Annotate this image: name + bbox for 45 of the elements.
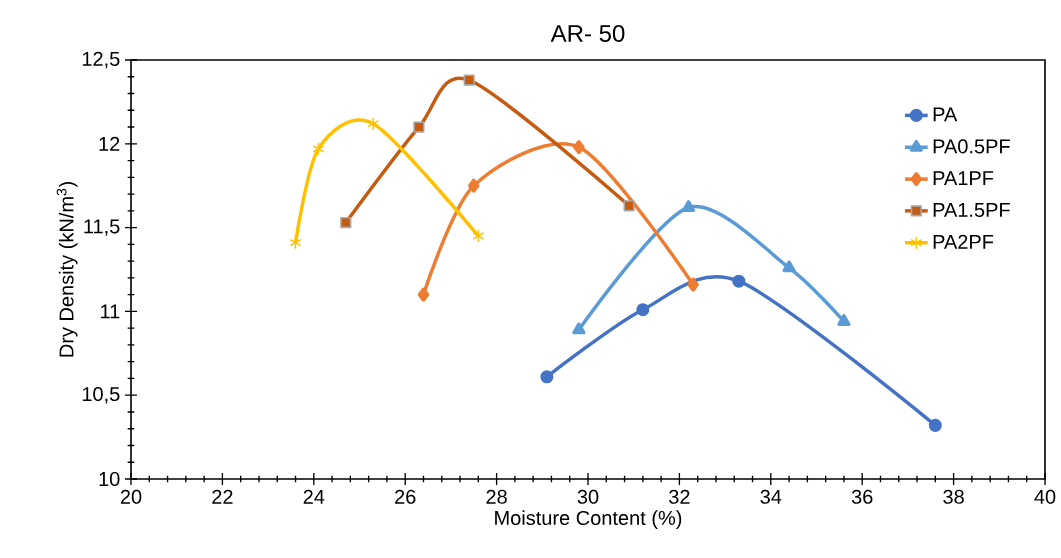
y-tick-label: 10 <box>99 471 120 487</box>
x-tick-label: 20 <box>120 489 142 504</box>
point <box>732 274 746 288</box>
point <box>417 287 430 302</box>
point <box>837 314 851 326</box>
point <box>367 116 380 131</box>
y-tick-label: 10,5 <box>82 386 120 404</box>
legend-label: PA0.5PF <box>933 139 1010 154</box>
point <box>782 260 796 273</box>
x-tick-label: 22 <box>212 489 233 504</box>
x-tick-label: 26 <box>395 489 416 504</box>
point <box>573 140 585 155</box>
point <box>540 370 554 384</box>
point <box>468 178 480 193</box>
x-tick-label: 28 <box>486 489 507 504</box>
legend-label: PA1PF <box>933 171 994 185</box>
x-tick-label: 24 <box>303 489 325 504</box>
chart-title: AR- 50 <box>550 24 625 42</box>
legend-label: PA2PF <box>933 234 994 249</box>
x-tick-label: 34 <box>760 489 782 504</box>
x-tick-label: 40 <box>1034 489 1056 504</box>
point <box>928 418 942 432</box>
y-tick-label: 12 <box>99 136 120 151</box>
y-tick-label: 12,5 <box>82 51 120 69</box>
point <box>289 235 302 250</box>
x-tick-label: 32 <box>669 489 690 504</box>
x-axis-title: Moisture Content (%) <box>495 510 682 529</box>
point <box>312 142 325 156</box>
x-tick-label: 30 <box>577 489 599 504</box>
point <box>623 200 635 212</box>
point <box>340 216 352 229</box>
legend-label: PA <box>933 107 958 122</box>
point <box>687 277 699 292</box>
y-axis-title: Dry Density (kN/m$^{3}$) <box>56 182 78 357</box>
y-tick-label: 11 <box>101 304 120 319</box>
x-tick-label: 36 <box>851 489 873 504</box>
x-tick-label: 38 <box>943 489 964 504</box>
point <box>636 303 650 317</box>
point <box>472 229 485 243</box>
point <box>413 121 425 133</box>
point <box>681 200 696 213</box>
y-tick-label: 11,5 <box>84 219 120 236</box>
point <box>572 322 586 335</box>
point <box>463 74 475 86</box>
legend-label: PA1.5PF <box>933 202 1010 217</box>
